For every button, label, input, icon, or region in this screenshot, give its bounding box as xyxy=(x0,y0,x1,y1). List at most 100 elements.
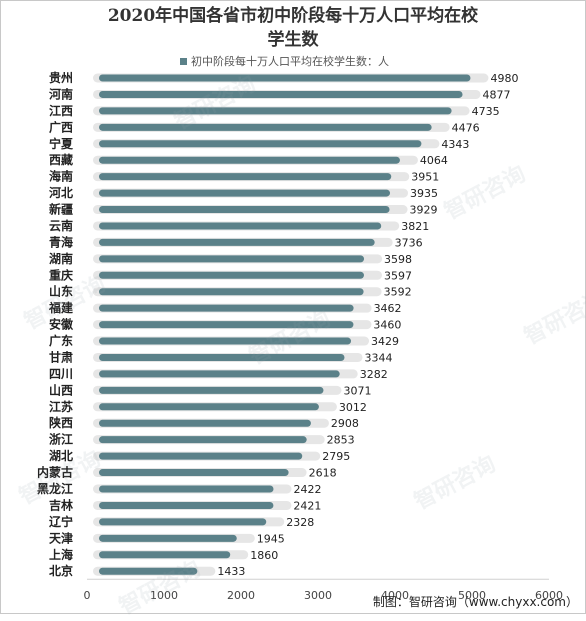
category-label: 广西 xyxy=(49,119,73,134)
chart-title: 2020年中国各省市初中阶段每十万人口平均在校 学生数 xyxy=(40,4,546,52)
x-tick-label: 4000 xyxy=(381,589,409,602)
category-label: 江西 xyxy=(49,103,73,118)
data-label: 3592 xyxy=(384,286,412,299)
category-label: 安徽 xyxy=(49,317,74,332)
category-label: 江苏 xyxy=(49,399,73,414)
category-label: 贵州 xyxy=(49,70,73,85)
category-label: 广东 xyxy=(49,333,73,348)
data-label: 3344 xyxy=(364,351,392,364)
data-label: 2421 xyxy=(293,499,321,512)
bar xyxy=(99,255,365,263)
bar xyxy=(99,238,375,246)
data-label: 1860 xyxy=(250,549,278,562)
bar xyxy=(99,74,471,82)
data-label: 3597 xyxy=(384,269,412,282)
data-label: 3460 xyxy=(373,319,401,332)
data-label: 3429 xyxy=(371,335,399,348)
category-label: 西藏 xyxy=(49,152,73,167)
data-label: 3929 xyxy=(410,204,438,217)
data-label: 3598 xyxy=(384,253,412,266)
category-label: 宁夏 xyxy=(49,136,74,151)
category-label: 湖北 xyxy=(49,448,73,463)
x-tick-label: 0 xyxy=(84,589,91,602)
source-note: 制图：智研咨询（www.chyxx.com） xyxy=(372,595,578,609)
category-label: 青海 xyxy=(49,234,73,249)
data-label: 2853 xyxy=(327,434,355,447)
bar xyxy=(99,485,274,493)
chart-title-line1: 2020年中国各省市初中阶段每十万人口平均在校 xyxy=(107,6,479,26)
data-label: 1433 xyxy=(217,565,245,578)
bar xyxy=(99,140,422,148)
category-label: 山西 xyxy=(49,382,73,397)
category-label: 吉林 xyxy=(49,497,73,512)
bar xyxy=(99,469,289,477)
chart-legend: 初中阶段每十万人口平均在校学生数：人 xyxy=(180,53,389,69)
chart-title-line2: 学生数 xyxy=(267,30,319,50)
bar xyxy=(99,156,400,164)
bar xyxy=(99,304,354,312)
data-label: 2908 xyxy=(331,417,359,430)
bar xyxy=(99,370,340,378)
bar xyxy=(99,386,324,394)
data-label: 2618 xyxy=(309,467,337,480)
x-tick-label: 3000 xyxy=(304,589,332,602)
data-label: 4980 xyxy=(490,72,518,85)
bar xyxy=(99,90,463,98)
bar xyxy=(99,518,267,526)
category-label: 福建 xyxy=(48,300,74,315)
bar xyxy=(99,321,354,329)
bar xyxy=(99,222,382,230)
category-label: 上海 xyxy=(49,547,73,562)
category-label: 山东 xyxy=(49,284,73,299)
x-tick-label: 5000 xyxy=(458,589,486,602)
bar xyxy=(99,107,452,115)
data-label: 3282 xyxy=(360,368,388,381)
data-label: 2795 xyxy=(322,450,350,463)
category-label: 天津 xyxy=(49,530,73,545)
bar xyxy=(99,337,352,345)
category-label: 重庆 xyxy=(49,267,73,282)
bar xyxy=(99,567,198,575)
bar xyxy=(99,206,390,214)
data-label: 4735 xyxy=(472,105,500,118)
x-tick-label: 1000 xyxy=(150,589,178,602)
category-label: 辽宁 xyxy=(49,514,73,529)
x-tick-label: 6000 xyxy=(535,589,563,602)
category-label: 云南 xyxy=(49,218,73,233)
data-label: 3935 xyxy=(410,187,438,200)
legend-label: 初中阶段每十万人口平均在校学生数：人 xyxy=(191,55,389,68)
bar xyxy=(99,189,390,197)
bar xyxy=(99,271,364,279)
data-label: 2422 xyxy=(293,483,321,496)
data-label: 2328 xyxy=(286,516,314,529)
bar xyxy=(99,288,364,296)
data-label: 3951 xyxy=(411,171,439,184)
category-label: 内蒙古 xyxy=(37,465,73,480)
category-label: 甘肃 xyxy=(49,349,73,364)
category-label: 北京 xyxy=(49,563,73,578)
data-label: 3821 xyxy=(401,220,429,233)
bar xyxy=(99,419,311,427)
bar xyxy=(99,436,307,444)
data-label: 3071 xyxy=(343,384,371,397)
data-label: 3012 xyxy=(339,401,367,414)
bar xyxy=(99,353,345,361)
data-label: 4476 xyxy=(452,121,480,134)
data-label: 1945 xyxy=(257,532,285,545)
category-label: 陕西 xyxy=(49,415,73,430)
bar xyxy=(99,173,392,181)
bar xyxy=(99,452,303,460)
category-label: 河北 xyxy=(48,185,73,200)
data-label: 4343 xyxy=(441,138,469,151)
category-label: 浙江 xyxy=(49,432,73,447)
category-label: 新疆 xyxy=(49,202,73,217)
category-label: 湖南 xyxy=(49,251,73,266)
bar xyxy=(99,551,231,559)
data-label: 3736 xyxy=(395,236,423,249)
category-label: 黑龙江 xyxy=(37,481,73,496)
category-label: 河南 xyxy=(48,86,73,101)
data-label: 4877 xyxy=(483,88,511,101)
data-label: 3462 xyxy=(374,302,402,315)
bar xyxy=(99,123,432,131)
